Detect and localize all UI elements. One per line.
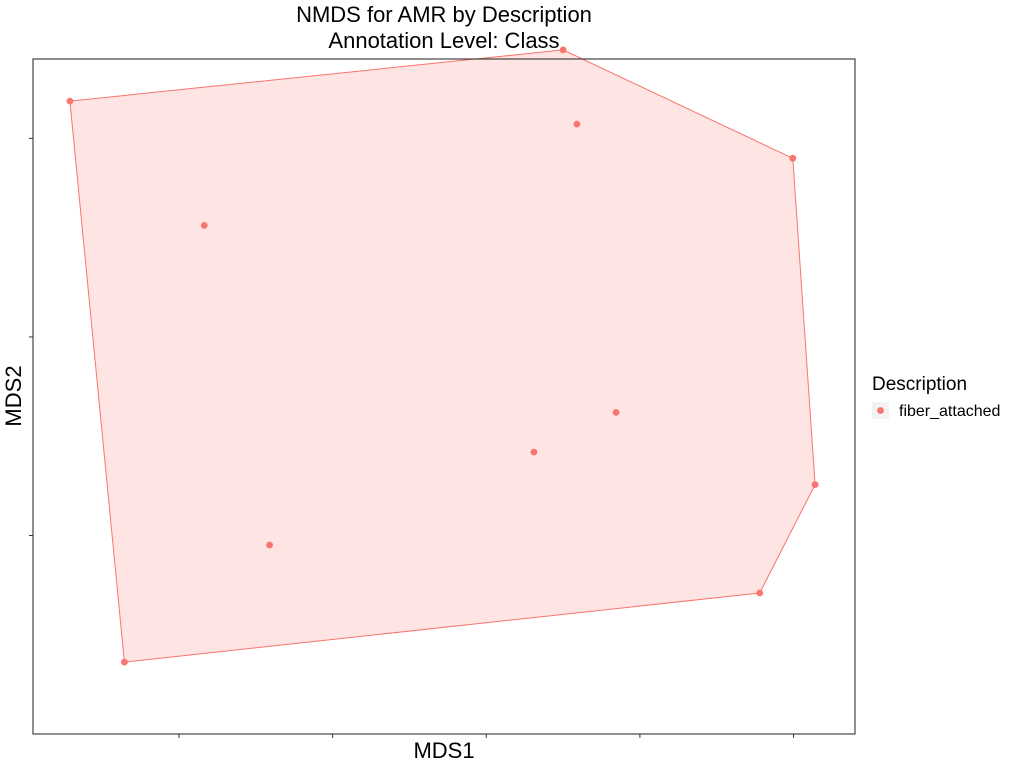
plot-area [29, 46, 856, 738]
legend-key-fiber-attached [877, 407, 884, 414]
data-point-4 [559, 46, 567, 54]
chart-title: NMDS for AMR by Description [296, 2, 592, 27]
legend-label-fiber-attached: fiber_attached [899, 403, 1000, 420]
data-point-2 [266, 541, 273, 549]
data-points [66, 46, 819, 666]
data-point-3 [121, 658, 128, 666]
data-point-0 [66, 97, 74, 105]
data-point-1 [200, 222, 208, 229]
data-point-5 [573, 120, 581, 128]
data-point-7 [612, 409, 620, 416]
legend-title: Description [872, 374, 967, 395]
x-axis-title: MDS1 [413, 738, 474, 763]
chart-subtitle: Annotation Level: Class [328, 28, 559, 53]
convex-hull [69, 49, 816, 663]
data-point-8 [789, 154, 797, 162]
y-axis-title: MDS2 [1, 365, 26, 426]
data-point-9 [811, 481, 819, 488]
data-point-10 [756, 589, 764, 597]
legend: Description fiber_attached [872, 374, 1000, 420]
data-point-6 [530, 448, 538, 456]
panel-border [32, 58, 856, 735]
axis-ticks [29, 137, 795, 738]
